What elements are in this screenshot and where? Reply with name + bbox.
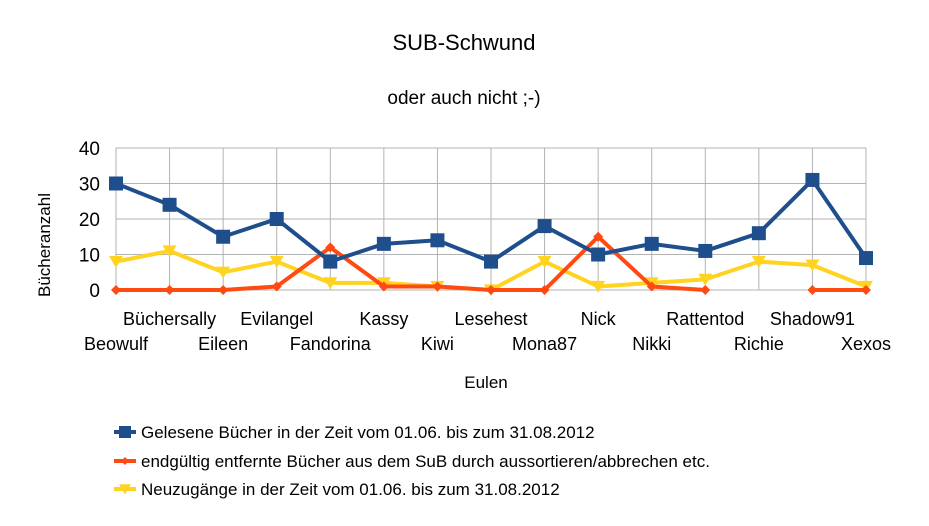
data-point — [486, 285, 496, 295]
data-point — [216, 229, 231, 244]
x-tick-label: Mona87 — [512, 334, 577, 354]
x-tick-label: Fandorina — [290, 334, 372, 354]
chart-title: SUB-Schwund — [392, 30, 535, 55]
chart-subtitle: oder auch nicht ;-) — [387, 88, 540, 109]
legend-label: endgültig entfernte Bücher aus dem SuB d… — [141, 452, 710, 471]
data-point — [325, 242, 336, 253]
x-tick-label: Nikki — [632, 334, 671, 354]
x-tick-label: Kiwi — [421, 334, 454, 354]
data-point — [218, 285, 229, 295]
legend-swatch-marker — [119, 484, 131, 495]
data-point — [164, 285, 175, 295]
y-tick-label: 20 — [79, 210, 100, 231]
series-1-line — [116, 234, 706, 292]
data-point — [111, 285, 121, 295]
x-axis-ticks: Beowulf Büchersally Eileen Evilangel Fandori… — [84, 309, 891, 354]
data-point — [162, 245, 177, 258]
data-point — [593, 231, 604, 242]
series-group — [109, 172, 873, 297]
x-tick-label: Büchersally — [123, 309, 216, 329]
legend-swatch-marker — [119, 426, 131, 438]
data-point — [323, 254, 338, 269]
x-tick-label: Lesehest — [454, 309, 527, 329]
legend-label: Neuzugänge in der Zeit vom 01.06. bis zu… — [141, 480, 560, 499]
data-point — [323, 277, 338, 290]
data-point — [109, 256, 123, 268]
data-point — [432, 281, 443, 292]
x-tick-label: Eileen — [198, 334, 248, 354]
y-tick-label: 0 — [89, 281, 100, 302]
data-point — [271, 281, 282, 292]
y-tick-label: 40 — [79, 139, 100, 160]
y-tick-label: 10 — [79, 246, 100, 267]
data-point — [807, 285, 818, 295]
y-axis-label: Bücheranzahl — [35, 193, 54, 297]
data-point — [751, 226, 766, 241]
data-point — [698, 273, 713, 286]
legend-swatch-marker — [121, 457, 129, 465]
data-point — [591, 247, 606, 262]
data-point — [698, 243, 713, 258]
data-point — [861, 285, 871, 295]
data-point — [216, 266, 231, 279]
data-point — [805, 259, 820, 272]
x-tick-label: Shadow91 — [770, 309, 855, 329]
data-point — [644, 236, 659, 251]
x-axis-label: Eulen — [464, 373, 507, 392]
series-0 — [109, 172, 873, 269]
data-point — [376, 236, 391, 251]
x-tick-label: Evilangel — [240, 309, 313, 329]
data-point — [751, 256, 766, 268]
data-point — [109, 176, 123, 191]
data-point — [646, 281, 657, 292]
data-point — [162, 197, 177, 212]
x-tick-label: Kassy — [359, 309, 408, 329]
legend-label: Gelesene Bücher in der Zeit vom 01.06. b… — [141, 423, 595, 442]
legend: Gelesene Bücher in der Zeit vom 01.06. b… — [114, 423, 710, 499]
data-point — [859, 251, 873, 266]
x-tick-label: Nick — [581, 309, 617, 329]
data-point — [484, 254, 498, 269]
data-point — [269, 212, 284, 226]
y-axis-ticks: 0 10 20 30 40 — [79, 139, 100, 302]
y-tick-label: 30 — [79, 175, 100, 196]
data-point — [537, 219, 552, 234]
data-point — [539, 285, 550, 295]
x-tick-label: Richie — [734, 334, 784, 354]
data-point — [537, 256, 552, 268]
data-point — [805, 172, 820, 187]
data-point — [700, 285, 711, 295]
x-tick-label: Rattentod — [666, 309, 744, 329]
data-point — [591, 280, 606, 293]
data-point — [430, 233, 445, 248]
series-1 — [111, 231, 871, 295]
x-tick-label: Beowulf — [84, 334, 149, 354]
data-point — [378, 281, 389, 292]
data-point — [269, 256, 284, 268]
x-tick-label: Xexos — [841, 334, 891, 354]
